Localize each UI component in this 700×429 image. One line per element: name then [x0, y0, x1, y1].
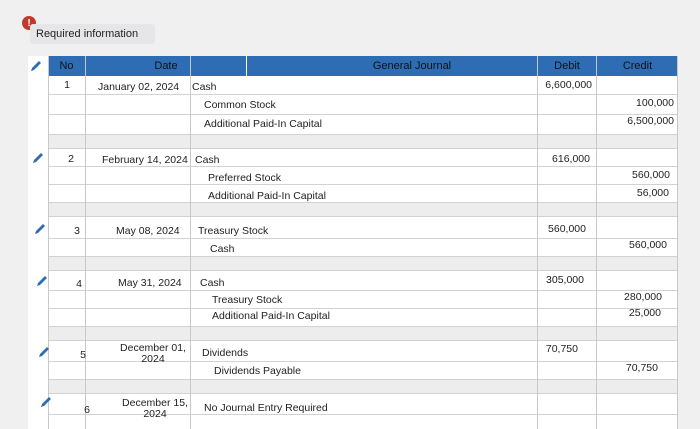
account-cell[interactable]: Treasury Stock: [212, 294, 283, 306]
entry-number: 1: [64, 79, 70, 91]
entry-date: December 15, 2024: [122, 397, 188, 420]
no-entry-cell[interactable]: No Journal Entry Required: [204, 402, 328, 414]
entry-separator: [48, 202, 678, 216]
credit-cell[interactable]: 560,000: [629, 239, 667, 251]
credit-cell[interactable]: 280,000: [624, 291, 662, 303]
edit-entry-3-icon[interactable]: [34, 223, 46, 235]
edit-entry-5-icon[interactable]: [38, 346, 50, 358]
account-cell[interactable]: Cash: [210, 243, 235, 255]
edit-entry-1-icon[interactable]: [30, 60, 42, 72]
entry-separator: [48, 256, 678, 270]
edit-entry-4-icon[interactable]: [36, 275, 48, 287]
account-cell[interactable]: Preferred Stock: [208, 172, 281, 184]
debit-cell[interactable]: 6,600,000: [545, 79, 592, 91]
account-cell[interactable]: Additional Paid-In Capital: [204, 118, 322, 130]
credit-cell[interactable]: 56,000: [636, 187, 669, 199]
entry-number: 5: [80, 349, 86, 361]
general-journal-table: No Date General Journal Debit Credit 1 J…: [28, 56, 678, 429]
debit-cell[interactable]: 70,750: [545, 343, 578, 355]
account-cell[interactable]: Additional Paid-In Capital: [208, 190, 326, 202]
entry-separator: [48, 134, 678, 148]
account-cell[interactable]: Treasury Stock: [198, 225, 269, 237]
entry-date: May 08, 2024: [116, 225, 180, 237]
debit-cell[interactable]: 616,000: [552, 153, 590, 165]
account-cell[interactable]: Additional Paid-In Capital: [212, 310, 330, 322]
entry-date: February 14, 2024: [102, 154, 188, 166]
entry-date: December 01, 2024: [120, 342, 186, 365]
entry-number: 2: [68, 153, 74, 165]
credit-cell[interactable]: 6,500,000: [627, 115, 674, 127]
account-cell[interactable]: Common Stock: [204, 99, 276, 111]
edit-entry-6-icon[interactable]: [40, 396, 52, 408]
account-cell[interactable]: Dividends: [202, 347, 249, 359]
debit-cell[interactable]: 305,000: [546, 274, 584, 286]
account-cell[interactable]: Dividends Payable: [214, 365, 301, 377]
col-header-date: Date: [86, 56, 246, 76]
edit-entry-2-icon[interactable]: [32, 152, 44, 164]
entry-separator: [48, 326, 678, 340]
debit-cell[interactable]: 560,000: [548, 223, 586, 235]
credit-cell[interactable]: 100,000: [636, 97, 674, 109]
account-cell[interactable]: Cash: [195, 154, 220, 166]
entry-date: May 31, 2024: [118, 277, 182, 289]
credit-cell[interactable]: 70,750: [625, 362, 658, 374]
col-header-debit: Debit: [538, 56, 596, 76]
required-info-label: Required information: [36, 28, 139, 40]
col-header-credit: Credit: [597, 56, 678, 76]
col-header-journal: General Journal: [247, 56, 537, 76]
account-cell[interactable]: Cash: [200, 277, 225, 289]
required-info-tab[interactable]: [30, 24, 155, 44]
credit-cell[interactable]: 25,000: [628, 307, 661, 319]
entry-number: 6: [84, 404, 90, 416]
entry-separator: [48, 379, 678, 393]
col-header-no: No: [48, 56, 85, 76]
entry-number: 4: [76, 278, 82, 290]
credit-cell[interactable]: 560,000: [632, 169, 670, 181]
entry-date: January 02, 2024: [98, 81, 180, 93]
account-cell[interactable]: Cash: [192, 81, 217, 93]
entry-number: 3: [74, 225, 80, 237]
